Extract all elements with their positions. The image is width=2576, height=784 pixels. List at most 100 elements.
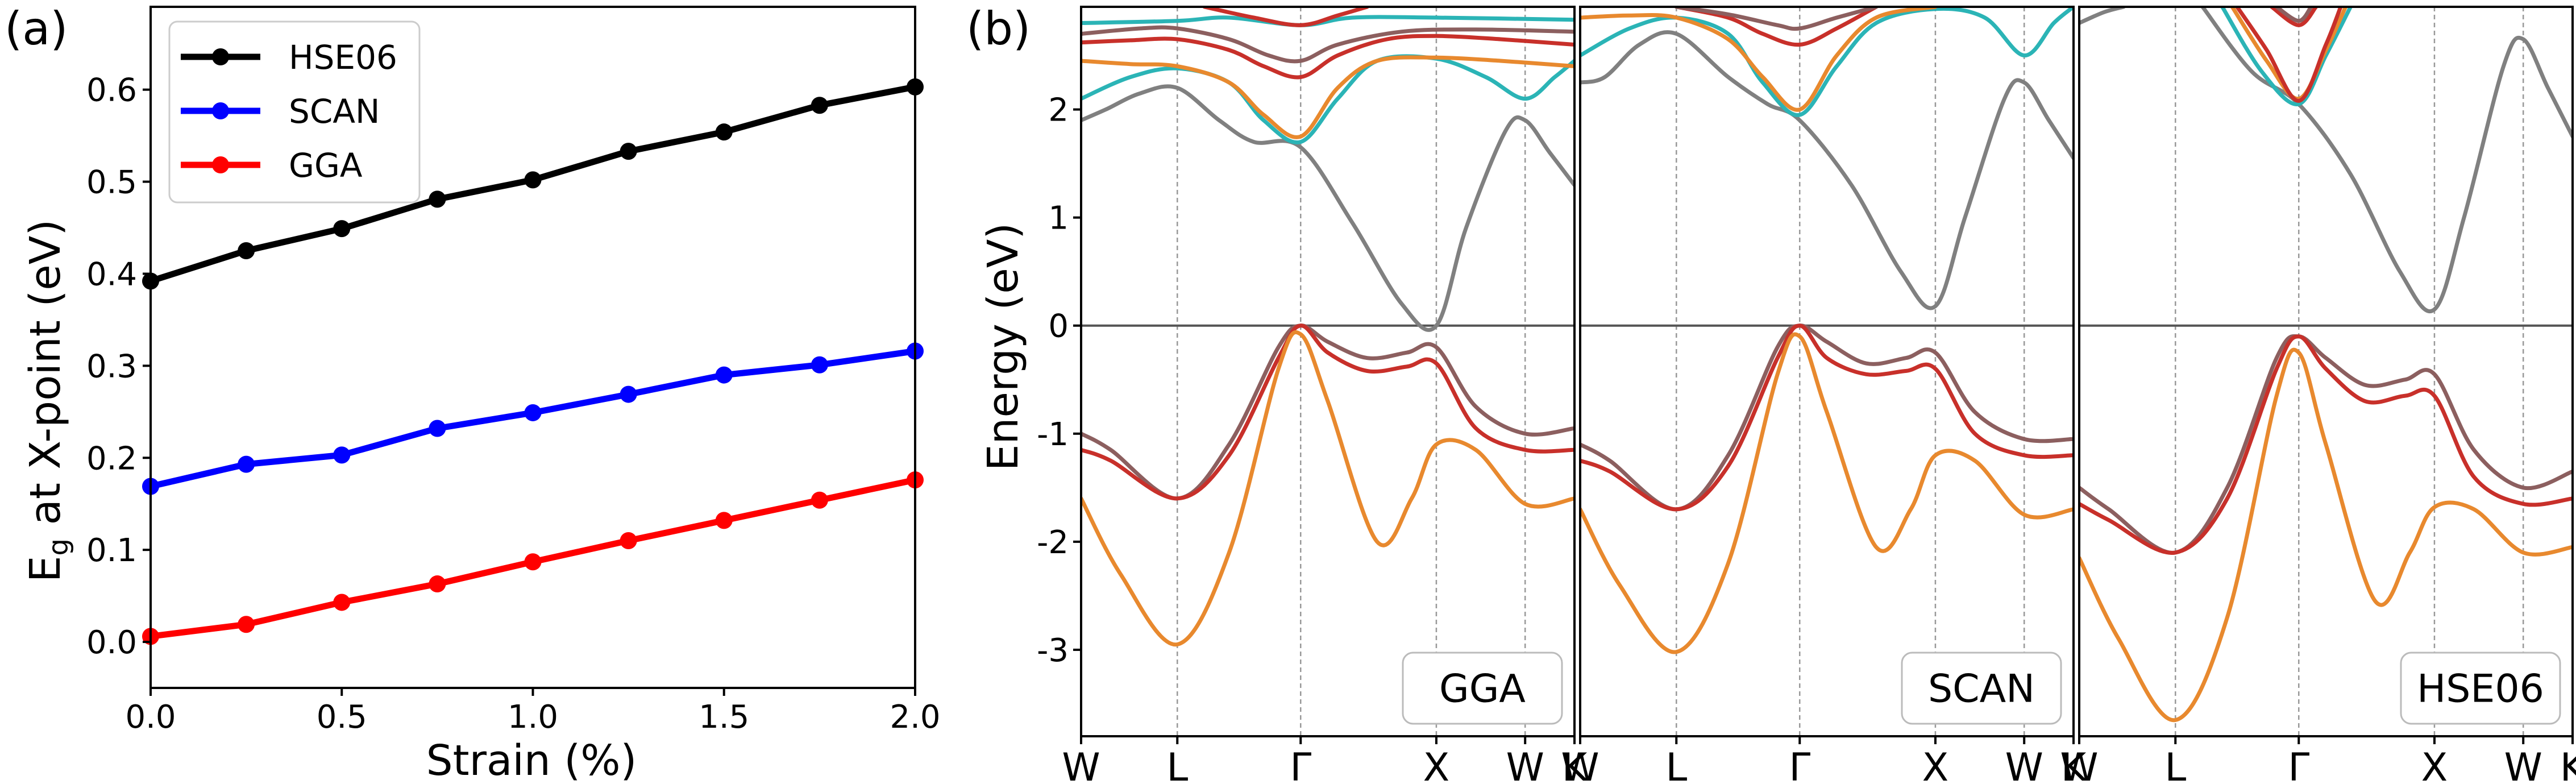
- band-lines: [1580, 7, 2074, 654]
- method-label-box: [2400, 652, 2561, 725]
- band-brown: [2274, 7, 2313, 23]
- kpoint-label: X: [2421, 745, 2448, 784]
- data-point-scan: [715, 366, 733, 384]
- subpanel-frame: [2078, 6, 2574, 737]
- band-orange: [1580, 7, 1938, 112]
- y-tick-label: 0.0: [86, 624, 137, 661]
- kpoint-label: W: [2504, 745, 2542, 784]
- data-point-gga: [429, 575, 446, 593]
- ylabel-rest: at X-point (eV): [21, 219, 70, 538]
- band-teal: [2220, 7, 2353, 106]
- panel-a-frame: [149, 6, 916, 689]
- panel-a-ticks: 0.0 0.5 1.0 1.5 2.0 0.0 0.1 0.2 0.3 0.4 0.5 0.6: [86, 72, 941, 736]
- band-orange: [1580, 332, 2074, 654]
- kpoint-label: K: [2560, 745, 2576, 784]
- band-red: [1081, 34, 1574, 80]
- data-point-hse06: [620, 143, 637, 160]
- subpanel-frame: [1080, 6, 1576, 737]
- band-lines: [2079, 7, 2573, 723]
- panel-a-chart: (a) 0.0 0.5 1.0 1.5 2.0 0.0 0.1 0.2 0.3 0.4 0.5 0.6…: [5, 2, 941, 784]
- data-point-gga: [333, 594, 351, 611]
- legend-box: [168, 20, 421, 204]
- legend-marker-gga: [212, 156, 229, 173]
- x-tick-label: 2.0: [890, 699, 940, 736]
- energy-tick-label: -1: [1037, 416, 1069, 453]
- band-lines: [1081, 7, 1574, 646]
- energy-tick-label: 0: [1048, 308, 1069, 345]
- panel-b-yticks: -3 -2 -1 0 1 2: [1037, 92, 1069, 669]
- y-tick-label: 0.4: [86, 256, 137, 293]
- x-tick-label: 0.5: [317, 699, 367, 736]
- x-tick-label: 1.0: [508, 699, 558, 736]
- band-gray: [2200, 7, 2573, 313]
- data-point-hse06: [429, 190, 446, 208]
- panel-a-label: (a): [5, 2, 68, 55]
- band-orange: [1081, 330, 1574, 646]
- data-point-gga: [238, 616, 255, 633]
- band-red: [2235, 7, 2343, 103]
- data-point-scan: [238, 455, 255, 473]
- data-point-gga: [524, 553, 542, 571]
- band-red: [2270, 7, 2319, 27]
- data-point-scan: [524, 404, 542, 421]
- method-label-box: [1901, 652, 2062, 725]
- legend-label-hse06: HSE06: [289, 38, 397, 77]
- legend-marker-scan: [212, 102, 229, 119]
- ylabel-main: E: [21, 555, 70, 582]
- band-teal: [1580, 7, 2074, 117]
- kpoint-label: K: [2061, 745, 2088, 784]
- band-gray: [1580, 30, 2074, 310]
- kpoint-label: W: [1506, 745, 1544, 784]
- band-orange: [2079, 347, 2573, 723]
- kpoint-label: W: [1062, 745, 1100, 784]
- energy-tick-label: 2: [1048, 92, 1069, 129]
- data-point-scan: [620, 385, 637, 403]
- method-label: HSE06: [2417, 667, 2544, 712]
- data-point-hse06: [238, 242, 255, 260]
- method-label-box: [1402, 652, 1563, 725]
- panel-b-ylabel: Energy (eV): [979, 223, 1028, 471]
- kpoint-label: X: [1423, 745, 1450, 784]
- ylabel-subscript: g: [43, 538, 74, 555]
- band-brown: [1674, 7, 1879, 31]
- data-point-scan: [429, 420, 446, 437]
- data-point-hse06: [715, 123, 733, 141]
- kpoint-label: Γ: [2288, 745, 2309, 784]
- data-point-scan: [811, 356, 828, 374]
- y-tick-label: 0.1: [86, 532, 137, 569]
- data-point-gga: [715, 512, 733, 529]
- legend-marker-hse06: [212, 48, 229, 65]
- y-tick-label: 0.2: [86, 440, 137, 477]
- panel-a-ylabel: Eg at X-point (eV): [21, 219, 74, 583]
- band-gray: [1081, 84, 1574, 332]
- method-label: GGA: [1439, 667, 1526, 712]
- band-gray: [2079, 7, 2126, 25]
- band-red: [1081, 323, 1574, 501]
- y-tick-label: 0.5: [86, 164, 137, 201]
- legend-label-gga: GGA: [289, 146, 363, 185]
- data-point-hse06: [524, 171, 542, 189]
- band-orange: [2230, 7, 2348, 101]
- band-brown: [1081, 25, 1574, 64]
- x-tick-label: 1.5: [699, 699, 749, 736]
- panel-b-label: (b): [966, 2, 1031, 55]
- kpoint-label: Γ: [1290, 745, 1311, 784]
- band-red: [1674, 7, 1879, 47]
- x-tick-label: 0.0: [125, 699, 176, 736]
- kpoint-label: W: [2060, 745, 2098, 784]
- data-point-hse06: [333, 220, 351, 238]
- kpoint-label: Γ: [1789, 745, 1810, 784]
- panel-a-legend: HSE06 SCAN GGA: [168, 20, 421, 204]
- kpoint-label: K: [1562, 745, 1589, 784]
- band-teal: [1081, 54, 1574, 145]
- data-point-gga: [620, 532, 637, 549]
- legend-label-scan: SCAN: [289, 92, 380, 131]
- band-orange: [1081, 55, 1574, 139]
- kpoint-label: W: [1561, 745, 1599, 784]
- energy-tick-label: -3: [1037, 632, 1069, 669]
- data-point-hse06: [811, 97, 828, 114]
